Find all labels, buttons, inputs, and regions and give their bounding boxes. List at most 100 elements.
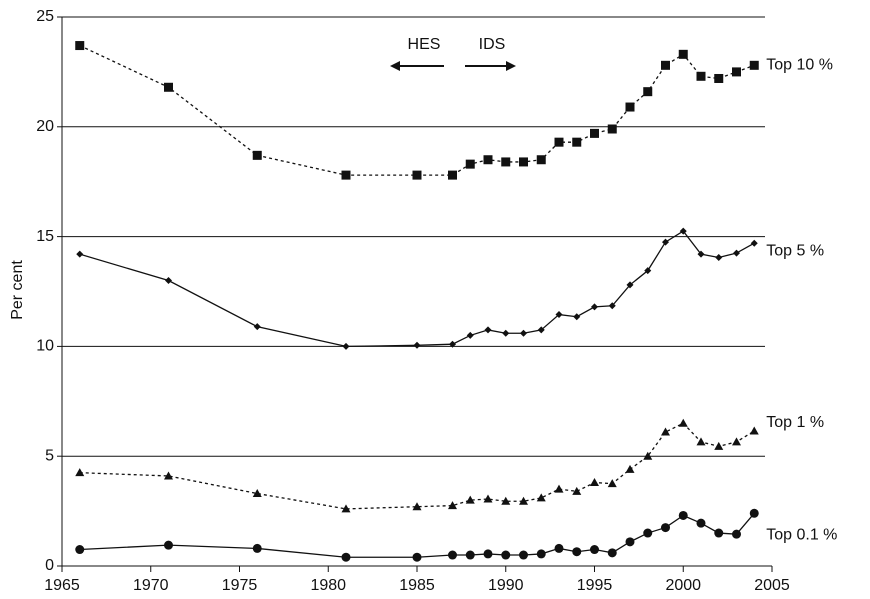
marker: [696, 71, 706, 81]
marker: [164, 471, 173, 480]
marker: [591, 303, 598, 311]
marker: [572, 547, 582, 557]
marker: [555, 311, 563, 319]
marker: [519, 496, 528, 505]
x-tick-label: 1975: [222, 577, 258, 594]
marker: [75, 41, 85, 51]
annotation: IDS: [479, 36, 506, 53]
marker: [448, 501, 457, 510]
marker: [484, 326, 492, 334]
x-tick-label: 1990: [488, 577, 524, 594]
marker: [341, 170, 351, 180]
marker: [165, 277, 172, 285]
marker: [252, 150, 262, 160]
marker: [449, 340, 456, 348]
marker: [573, 313, 581, 321]
marker: [572, 137, 582, 147]
marker: [501, 496, 511, 505]
marker: [643, 87, 653, 97]
marker: [519, 550, 528, 560]
marker: [501, 550, 511, 560]
marker: [607, 124, 617, 134]
line: [79, 422, 755, 510]
series-label: Top 10 %: [766, 57, 833, 74]
marker: [608, 302, 616, 310]
marker: [448, 550, 457, 560]
marker: [714, 441, 724, 450]
marker: [412, 552, 422, 562]
marker: [696, 437, 706, 446]
marker: [536, 493, 546, 502]
line: [79, 512, 755, 558]
y-tick-label: 25: [36, 8, 54, 25]
x-tick-label: 1985: [399, 577, 435, 594]
marker: [590, 478, 599, 487]
series: [75, 418, 759, 513]
marker: [466, 331, 474, 339]
marker: [590, 545, 599, 555]
marker: [465, 550, 475, 560]
marker: [625, 537, 635, 547]
x-tick-label: 1980: [310, 577, 346, 594]
marker: [643, 528, 653, 538]
marker: [483, 155, 493, 165]
series: [75, 508, 759, 562]
marker: [678, 418, 688, 427]
y-tick-label: 20: [36, 118, 54, 135]
marker: [76, 250, 84, 258]
y-axis-label: Per cent: [9, 260, 26, 320]
line: [79, 44, 755, 176]
marker: [696, 518, 706, 528]
series-label: Top 1 %: [766, 414, 824, 431]
marker: [662, 238, 669, 246]
marker: [465, 495, 475, 504]
x-tick-label: 1965: [44, 577, 80, 594]
series-label: Top 5 %: [766, 242, 824, 259]
marker: [607, 479, 617, 488]
marker: [520, 329, 527, 337]
series-label: Top 0.1 %: [766, 527, 837, 544]
marker: [554, 484, 564, 493]
series: [75, 41, 759, 180]
marker: [749, 60, 759, 70]
marker: [625, 102, 635, 112]
x-tick-label: 2000: [665, 577, 701, 594]
marker: [590, 128, 599, 138]
marker: [732, 529, 741, 539]
marker: [714, 73, 724, 83]
marker: [625, 464, 635, 473]
marker: [448, 170, 457, 180]
series: [76, 227, 758, 350]
marker: [643, 451, 653, 460]
marker: [252, 489, 262, 498]
marker: [749, 426, 759, 435]
marker: [483, 549, 493, 559]
marker: [732, 437, 741, 446]
line: [79, 230, 755, 348]
arrow: [390, 61, 444, 71]
marker: [697, 250, 705, 258]
x-tick-label: 1970: [133, 577, 169, 594]
marker: [341, 504, 351, 513]
marker: [502, 329, 510, 337]
marker: [554, 137, 564, 147]
marker: [341, 552, 351, 562]
marker: [253, 323, 261, 331]
marker: [252, 543, 262, 553]
y-tick-label: 10: [36, 338, 54, 355]
marker: [661, 427, 670, 436]
marker: [644, 267, 652, 275]
marker: [412, 170, 422, 180]
marker: [732, 67, 741, 77]
marker: [607, 548, 617, 558]
marker: [413, 341, 421, 349]
x-tick-label: 2005: [754, 577, 790, 594]
marker: [750, 239, 758, 247]
x-tick-label: 1995: [577, 577, 613, 594]
marker: [164, 82, 173, 92]
marker: [537, 326, 545, 334]
marker: [678, 49, 688, 59]
arrow: [465, 61, 516, 71]
marker: [733, 249, 740, 257]
marker: [714, 528, 724, 538]
